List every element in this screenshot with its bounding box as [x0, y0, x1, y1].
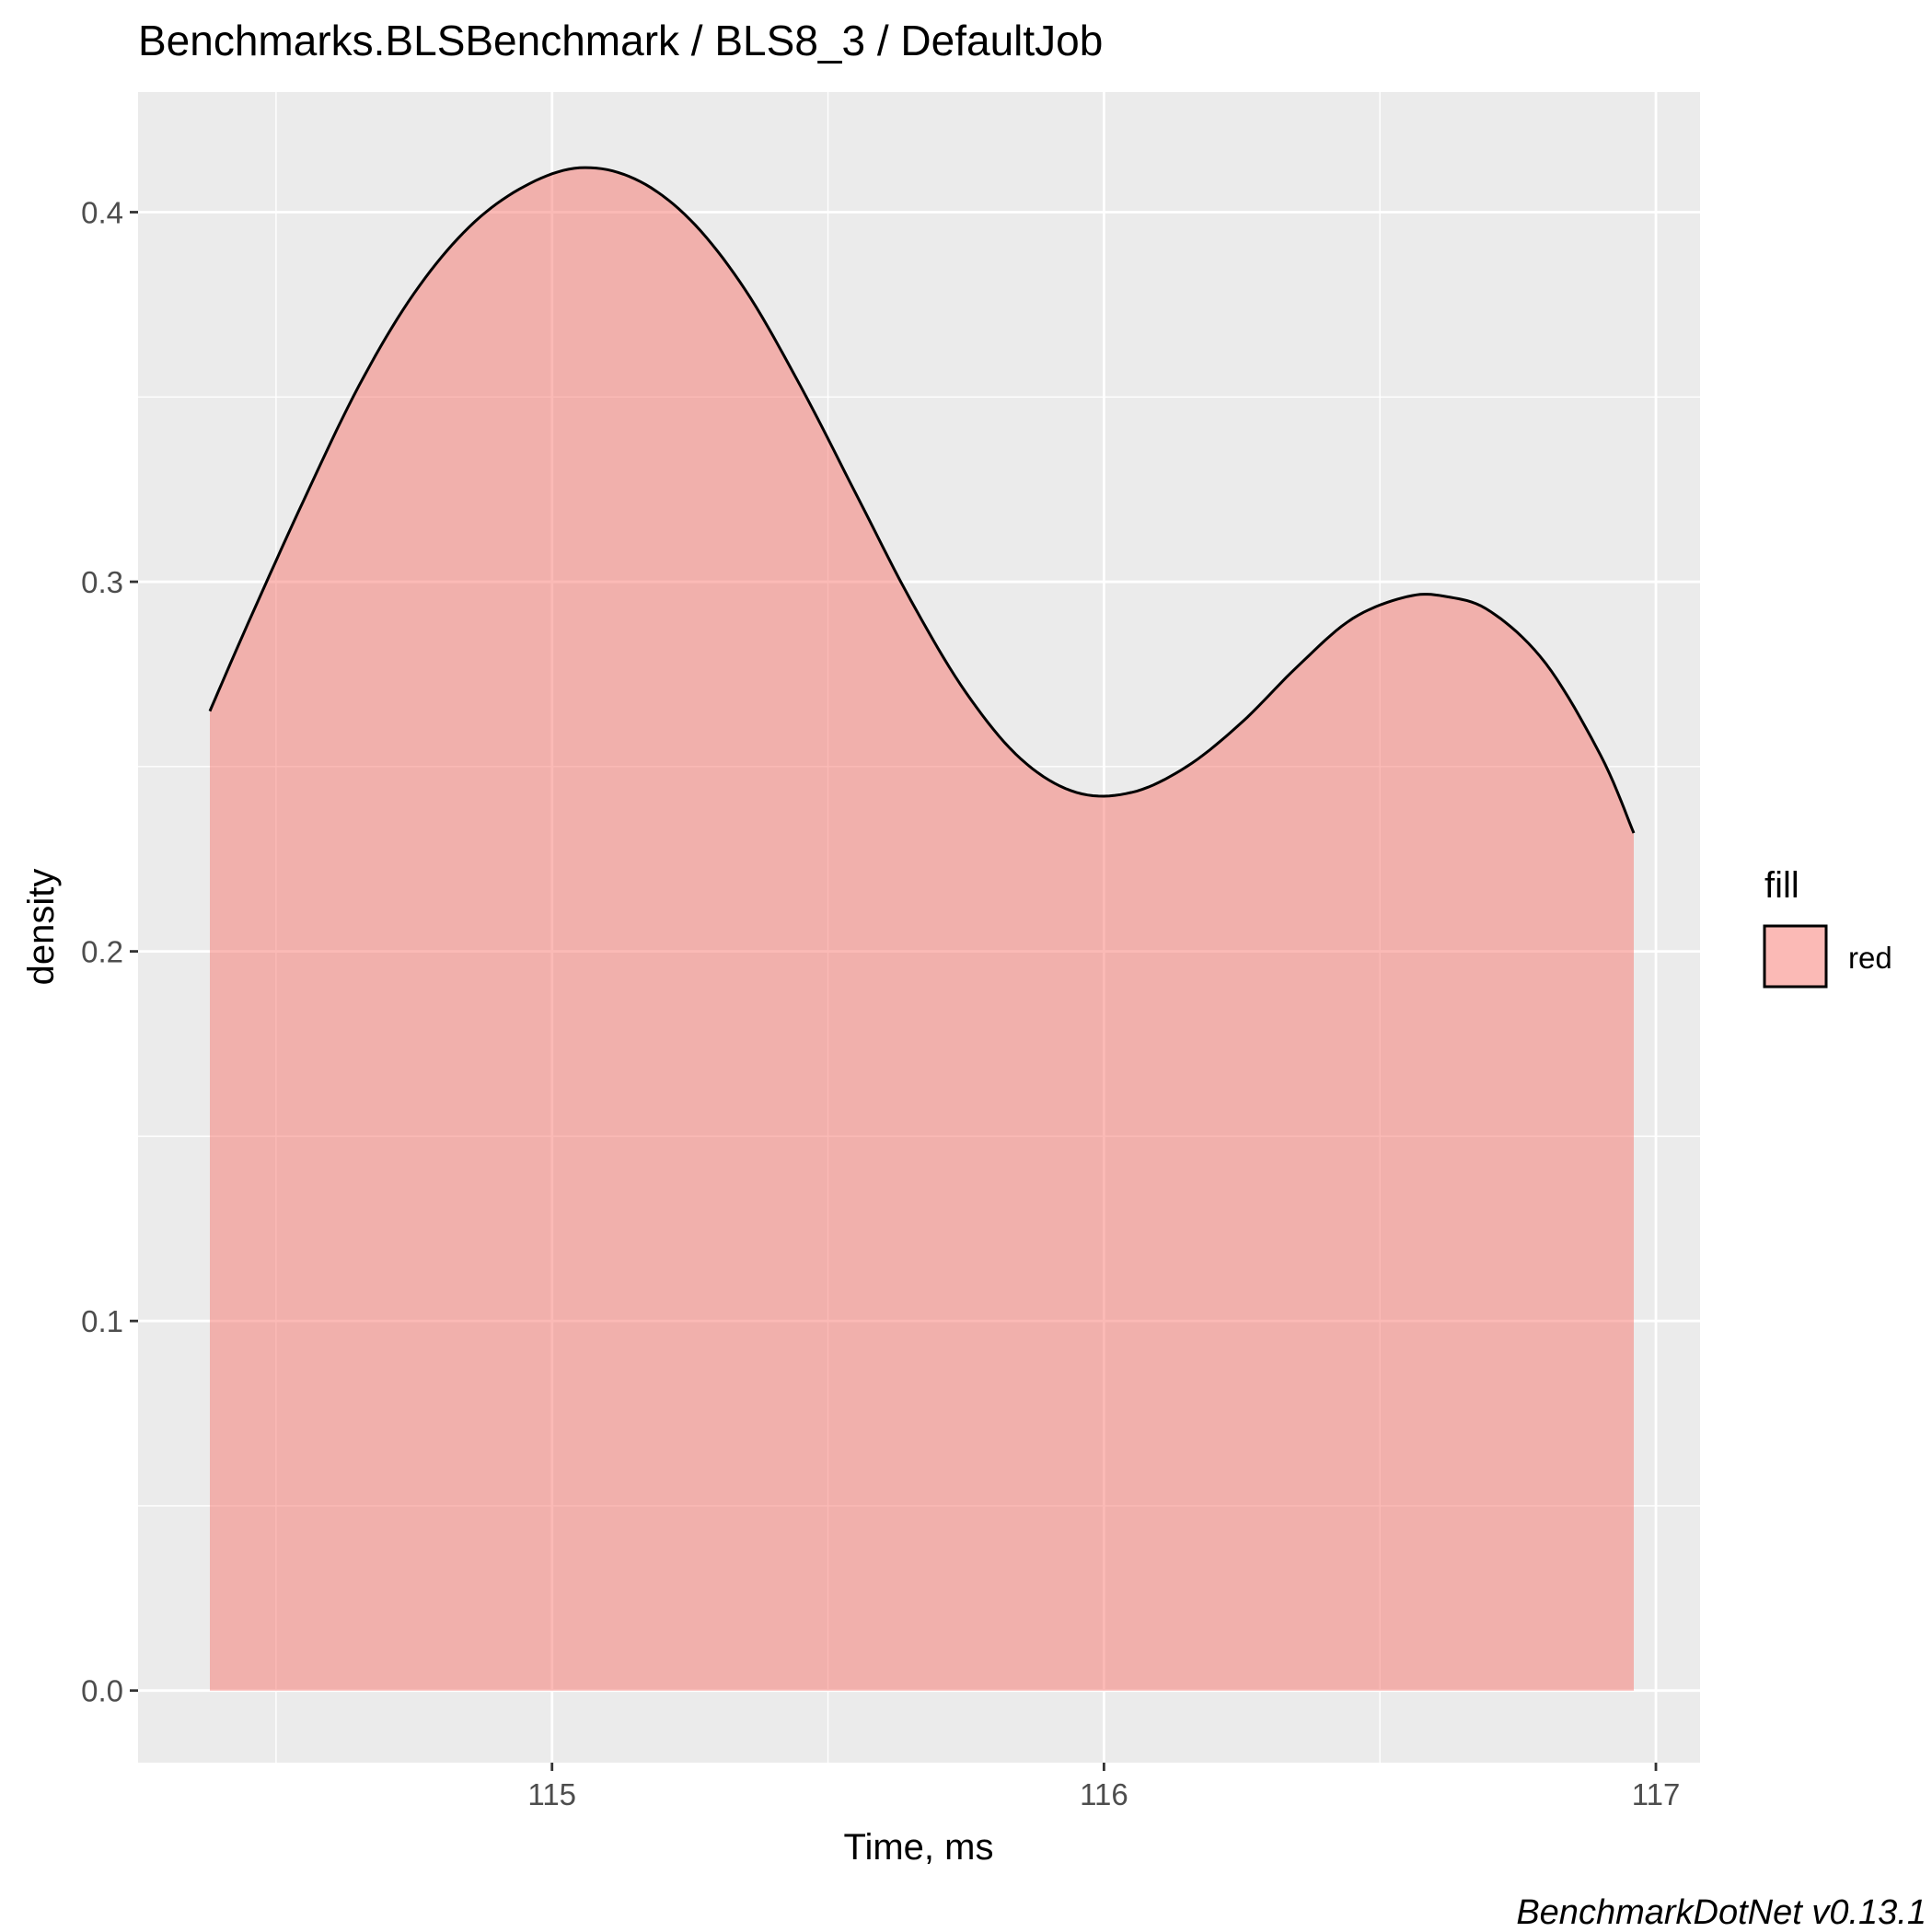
- legend-label-red: red: [1848, 941, 1892, 975]
- y-axis-title: density: [21, 869, 62, 986]
- y-tick-label: 0.0: [81, 1674, 123, 1708]
- axis-ticks: [130, 211, 1658, 1771]
- legend-title: fill: [1764, 865, 1799, 906]
- density-curve: [208, 166, 1636, 834]
- x-tick-label: 117: [1632, 1777, 1681, 1811]
- y-tick-label: 0.3: [81, 565, 123, 599]
- density-layer: [208, 166, 1636, 1691]
- y-tick-label: 0.4: [81, 196, 123, 230]
- y-tick-label: 0.2: [81, 935, 123, 969]
- y-tick-label: 0.1: [81, 1304, 123, 1338]
- legend-key-red: [1763, 924, 1828, 989]
- density-area: [210, 168, 1634, 1691]
- axis-tick-labels: 115 116 117 0.0 0.1 0.2 0.3 0.4: [81, 196, 1680, 1811]
- legend: fill red: [1763, 865, 1892, 989]
- x-axis-title: Time, ms: [844, 1827, 994, 1868]
- x-tick-label: 115: [527, 1777, 576, 1811]
- x-tick-label: 116: [1080, 1777, 1128, 1811]
- chart-title: Benchmarks.BLSBenchmark / BLS8_3 / Defau…: [138, 17, 1103, 64]
- caption: BenchmarkDotNet v0.13.1: [1516, 1893, 1926, 1932]
